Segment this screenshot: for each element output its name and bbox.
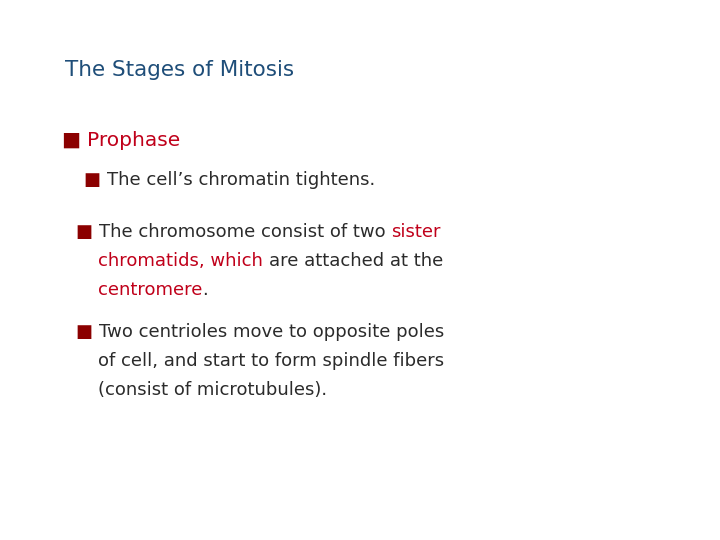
Text: ■: ■ xyxy=(84,171,107,189)
Text: of cell, and start to form spindle fibers: of cell, and start to form spindle fiber… xyxy=(98,352,444,370)
Text: (consist of microtubules).: (consist of microtubules). xyxy=(98,381,327,399)
Text: chromatids, which: chromatids, which xyxy=(98,252,269,270)
Text: ■: ■ xyxy=(76,323,99,341)
Text: sister: sister xyxy=(391,223,441,241)
Text: The chromosome consist of two: The chromosome consist of two xyxy=(99,223,391,241)
Text: Prophase: Prophase xyxy=(87,131,181,150)
Text: The Stages of Mitosis: The Stages of Mitosis xyxy=(65,60,294,80)
Text: The cell’s chromatin tightens.: The cell’s chromatin tightens. xyxy=(107,171,375,189)
Text: ■: ■ xyxy=(76,223,99,241)
Text: are attached at the: are attached at the xyxy=(269,252,443,270)
Text: .: . xyxy=(202,281,208,299)
Text: ■: ■ xyxy=(62,131,87,150)
Text: centromere: centromere xyxy=(98,281,202,299)
Text: Two centrioles move to opposite poles: Two centrioles move to opposite poles xyxy=(99,323,444,341)
